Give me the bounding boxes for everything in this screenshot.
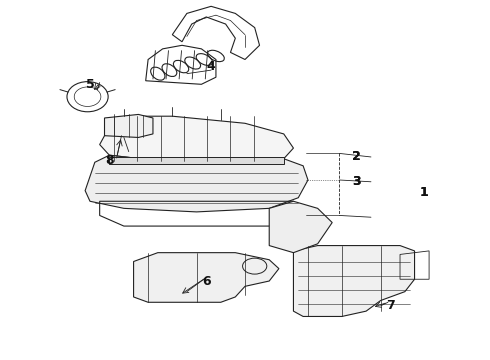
Text: 8: 8	[105, 154, 114, 167]
Polygon shape	[294, 246, 415, 316]
Text: 5: 5	[86, 78, 95, 91]
Polygon shape	[104, 114, 153, 138]
Text: 3: 3	[352, 175, 361, 188]
Text: 2: 2	[352, 150, 361, 163]
Text: 3: 3	[352, 175, 361, 188]
Text: 7: 7	[386, 299, 395, 312]
Polygon shape	[85, 155, 308, 212]
Text: 2: 2	[352, 150, 361, 163]
Text: 1: 1	[420, 186, 429, 199]
Text: 4: 4	[207, 60, 216, 73]
Polygon shape	[269, 201, 332, 253]
Text: 1: 1	[420, 186, 429, 199]
Polygon shape	[109, 157, 284, 164]
Polygon shape	[99, 116, 294, 162]
Text: 6: 6	[202, 275, 211, 288]
Polygon shape	[134, 253, 279, 302]
